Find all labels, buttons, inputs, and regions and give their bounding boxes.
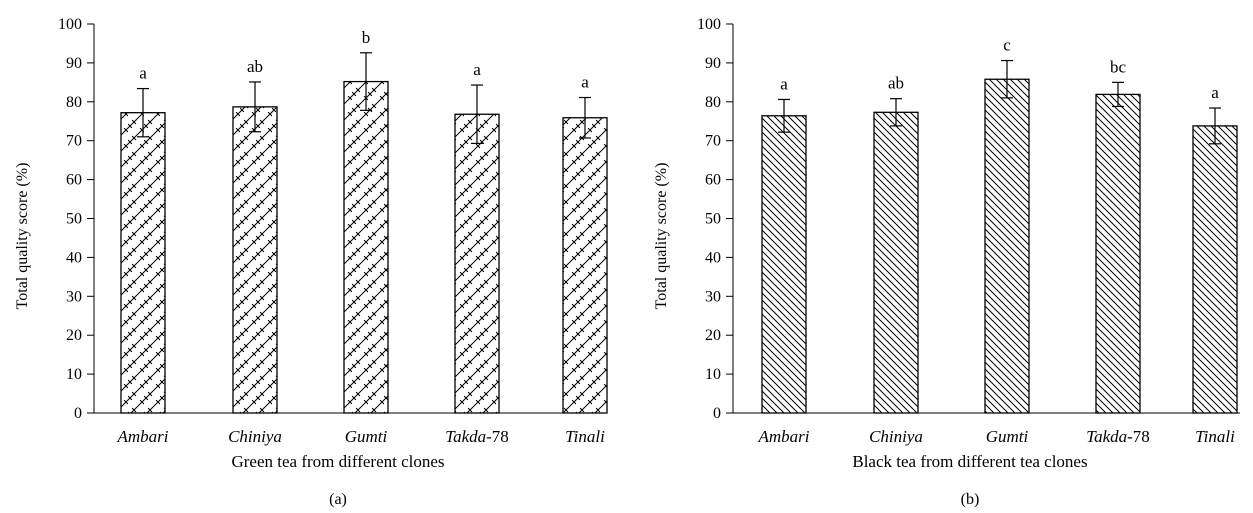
panel-b-y-tick-label: 40 <box>705 249 721 266</box>
panel-b-error-bar <box>778 98 790 133</box>
panel-a-significance-letter: a <box>473 60 481 79</box>
panel-a-y-tick-label: 60 <box>66 172 82 189</box>
panel-b-significance-letter: a <box>1211 83 1219 102</box>
panel-a-error-bar <box>579 96 591 139</box>
panel-a-x-tick-label: Ambari <box>117 427 169 446</box>
panel-b-error-bar <box>890 98 902 127</box>
panel-b-y-tick-label: 100 <box>697 16 721 33</box>
panel-a-error-bar <box>249 81 261 133</box>
panel-b-x-tick-label: Takda-78 <box>1086 427 1150 446</box>
panel-a-significance-letter: ab <box>247 57 263 76</box>
panel-a-y-tick-label: 0 <box>74 405 82 422</box>
panel-b-y-tick-label: 60 <box>705 172 721 189</box>
panel-b-bar-tinali <box>1192 125 1238 414</box>
panel-b-y-tick-label: 50 <box>705 211 721 228</box>
panel-a-error-bar <box>137 87 149 138</box>
panel-a-bar-ambari <box>120 112 166 414</box>
panel-b-y-tick-label: 70 <box>705 133 721 150</box>
panel-b-marks: 0 10 20 30 40 50 60 70 80 90 100 a Ambari ab Chiniya c G… <box>697 16 1240 446</box>
panel-a-y-tick-label: 90 <box>66 55 82 72</box>
panel-b-bar-takda <box>1095 93 1141 414</box>
panel-b-y-tick-label: 0 <box>713 405 721 422</box>
panel-b-y-tick-label: 80 <box>705 94 721 111</box>
panel-a-x-tick-label: Gumti <box>345 427 388 446</box>
panel-a-y-tick-label: 80 <box>66 94 82 111</box>
panel-b-x-axis-label: Black tea from different tea clones <box>852 452 1087 471</box>
panel-a-error-bar <box>471 84 483 145</box>
panel-b-x-tick-label: Ambari <box>758 427 810 446</box>
panel-b-y-axis-label: Total quality score (%) <box>653 163 670 310</box>
panel-b-bar-ambari <box>761 115 807 414</box>
panel-b-significance-letter: c <box>1003 36 1011 55</box>
panel-a-y-tick-label: 20 <box>66 327 82 344</box>
panel-b-x-tick-label: Gumti <box>986 427 1029 446</box>
panel-b-significance-letter: a <box>780 74 788 93</box>
panel-a-bar-tinali <box>562 117 608 414</box>
panel-a-x-tick-label: Chiniya <box>228 427 282 446</box>
panel-b-bar-chiniya <box>873 111 919 414</box>
panel-b-significance-letter: bc <box>1110 57 1127 76</box>
panel-a-x-tick-label: Tinali <box>565 427 605 446</box>
panel-a-bar-takda <box>454 113 500 414</box>
panel-a-y-tick-label: 30 <box>66 288 82 305</box>
panel-a-significance-letter: b <box>362 28 371 47</box>
panel-b-y-tick-label: 20 <box>705 327 721 344</box>
panel-a-y-axis-label: Total quality score (%) <box>14 163 31 310</box>
panel-b-significance-letter: ab <box>888 74 904 93</box>
chart-panel-b: 0 10 20 30 40 50 60 70 80 90 100 a Ambari ab Chiniya c G… <box>653 16 1240 508</box>
panel-a-x-axis-label: Green tea from different clones <box>231 452 444 471</box>
panel-a-y-tick-label: 70 <box>66 133 82 150</box>
panel-b-y-tick-label: 30 <box>705 288 721 305</box>
panel-a-bar-gumti <box>343 80 389 414</box>
panel-a-y-tick-label: 100 <box>58 16 82 33</box>
panel-a-x-tick-label: Takda-78 <box>445 427 509 446</box>
panel-a-y-tick-label: 40 <box>66 249 82 266</box>
panel-a-marks: 0 10 20 30 40 50 60 70 80 90 100 a Ambari ab Chiniya b G… <box>58 16 608 446</box>
panel-a-significance-letter: a <box>139 64 147 83</box>
panel-a-bar-chiniya <box>232 106 278 414</box>
panel-a-significance-letter: a <box>581 73 589 92</box>
panel-b-label: (b) <box>961 491 980 508</box>
panel-b-error-bar <box>1001 59 1013 99</box>
panel-a-error-bar <box>360 52 372 111</box>
panel-a-y-tick-label: 10 <box>66 366 82 383</box>
panel-b-x-tick-label: Chiniya <box>869 427 923 446</box>
panel-b-x-tick-label: Tinali <box>1195 427 1235 446</box>
chart-panel-a: 0 10 20 30 40 50 60 70 80 90 100 a Ambari ab Chiniya b G… <box>14 16 608 508</box>
panel-a-label: (a) <box>329 491 347 508</box>
panel-b-error-bar <box>1112 81 1124 108</box>
panel-b-error-bar <box>1209 107 1221 145</box>
panel-b-y-tick-label: 90 <box>705 55 721 72</box>
panel-b-y-tick-label: 10 <box>705 366 721 383</box>
panel-a-y-tick-label: 50 <box>66 211 82 228</box>
panel-b-bar-gumti <box>984 78 1030 414</box>
